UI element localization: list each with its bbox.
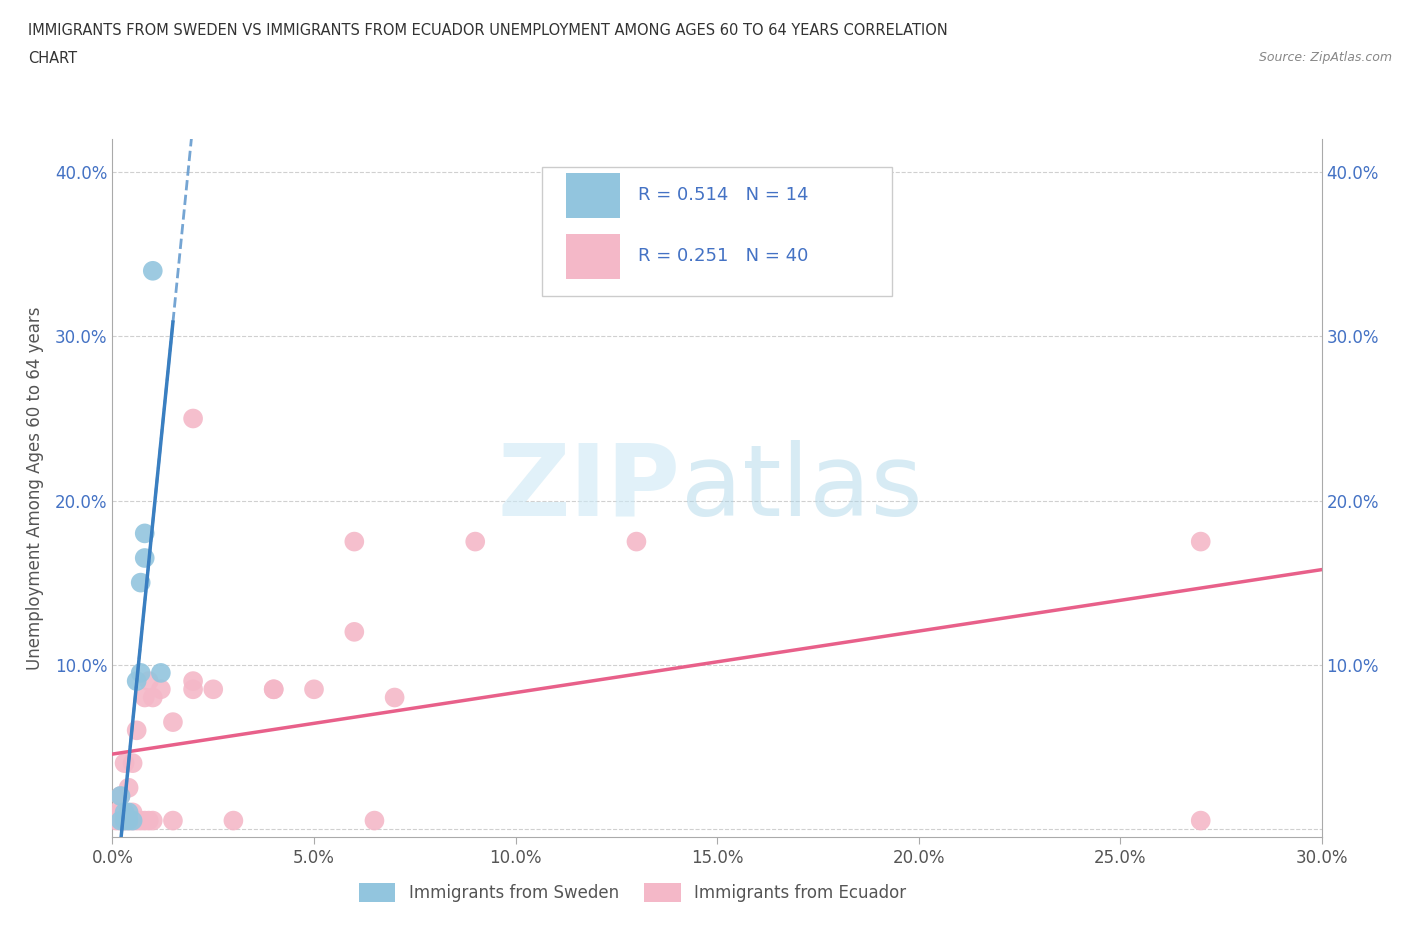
Point	[142, 263, 165, 278]
Point	[142, 690, 165, 705]
Point	[117, 813, 139, 828]
Point	[1189, 813, 1212, 828]
Point	[121, 805, 143, 820]
Point	[263, 682, 285, 697]
Text: IMMIGRANTS FROM SWEDEN VS IMMIGRANTS FROM ECUADOR UNEMPLOYMENT AMONG AGES 60 TO : IMMIGRANTS FROM SWEDEN VS IMMIGRANTS FRO…	[28, 23, 948, 38]
Point	[117, 805, 139, 820]
Point	[464, 534, 486, 549]
Legend: Immigrants from Sweden, Immigrants from Ecuador: Immigrants from Sweden, Immigrants from …	[352, 876, 912, 909]
Point	[110, 805, 132, 820]
FancyBboxPatch shape	[565, 233, 620, 279]
Point	[134, 813, 156, 828]
Point	[302, 682, 325, 697]
Point	[149, 682, 172, 697]
Text: atlas: atlas	[681, 440, 922, 537]
Point	[142, 813, 165, 828]
FancyBboxPatch shape	[541, 167, 893, 297]
Point	[110, 813, 132, 828]
Text: Source: ZipAtlas.com: Source: ZipAtlas.com	[1258, 51, 1392, 64]
Point	[202, 682, 225, 697]
Point	[110, 813, 132, 828]
Point	[117, 813, 139, 828]
Point	[125, 813, 148, 828]
Text: CHART: CHART	[28, 51, 77, 66]
Point	[343, 534, 366, 549]
Point	[129, 813, 152, 828]
FancyBboxPatch shape	[565, 173, 620, 218]
Point	[105, 813, 128, 828]
Point	[363, 813, 385, 828]
Point	[162, 714, 184, 729]
Point	[114, 813, 136, 828]
Point	[125, 723, 148, 737]
Point	[222, 813, 245, 828]
Point	[125, 673, 148, 688]
Point	[121, 756, 143, 771]
Point	[110, 789, 132, 804]
Text: R = 0.251   N = 40: R = 0.251 N = 40	[638, 247, 808, 265]
Point	[114, 805, 136, 820]
Point	[110, 789, 132, 804]
Point	[181, 673, 204, 688]
Point	[117, 780, 139, 795]
Y-axis label: Unemployment Among Ages 60 to 64 years: Unemployment Among Ages 60 to 64 years	[25, 307, 44, 670]
Point	[134, 526, 156, 541]
Point	[129, 666, 152, 681]
Point	[134, 690, 156, 705]
Point	[626, 534, 648, 549]
Point	[162, 813, 184, 828]
Point	[114, 756, 136, 771]
Point	[384, 690, 406, 705]
Point	[138, 813, 160, 828]
Point	[114, 813, 136, 828]
Point	[138, 673, 160, 688]
Point	[149, 666, 172, 681]
Text: ZIP: ZIP	[498, 440, 681, 537]
Point	[1189, 534, 1212, 549]
Point	[121, 813, 143, 828]
Point	[181, 682, 204, 697]
Text: R = 0.514   N = 14: R = 0.514 N = 14	[638, 186, 808, 205]
Point	[181, 411, 204, 426]
Point	[129, 575, 152, 590]
Point	[121, 813, 143, 828]
Point	[134, 551, 156, 565]
Point	[105, 805, 128, 820]
Point	[343, 624, 366, 639]
Point	[263, 682, 285, 697]
